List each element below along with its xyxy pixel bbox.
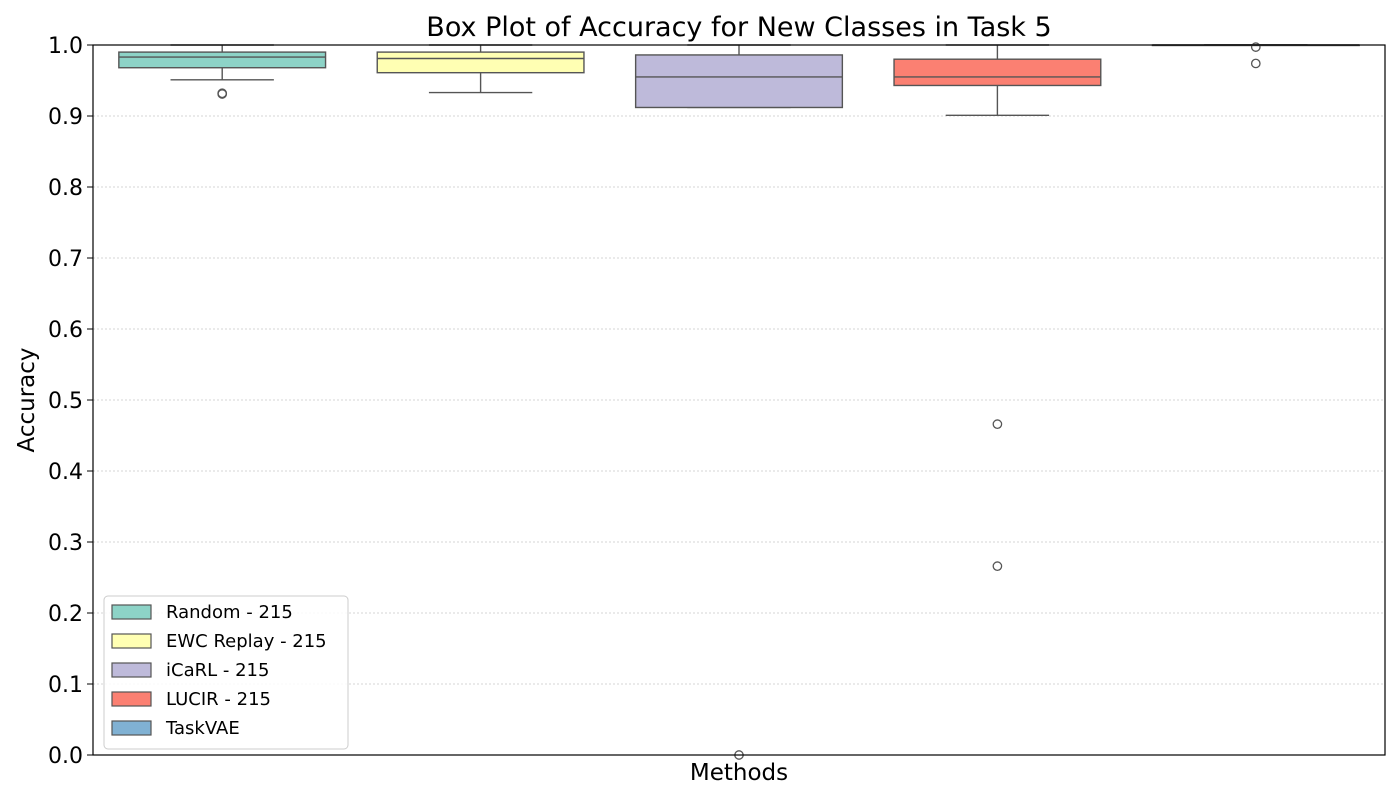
y-tick-label: 0.4 [48,460,83,485]
legend-label: Random - 215 [166,602,293,623]
y-tick-label: 0.0 [48,744,83,769]
legend: Random - 215 EWC Replay - 215 iCaRL - 215 L… [103,595,349,750]
legend-label: iCaRL - 215 [166,660,269,681]
box-group [893,44,1102,571]
legend-swatch [111,604,152,620]
grid-layer [93,44,1385,756]
y-tick-label: 0.8 [48,176,83,201]
box-group [118,44,327,99]
outlier-point [992,419,1003,429]
legend-swatch [111,691,152,707]
chart-title: Box Plot of Accuracy for New Classes in … [426,12,1051,43]
x-axis-label: Methods [690,760,788,786]
box-iqr [376,51,585,74]
box-iqr [893,58,1102,87]
legend-label: LUCIR - 215 [166,689,271,710]
y-tick-label: 0.7 [48,247,83,272]
legend-swatch [111,662,152,678]
y-axis-label: Accuracy [14,347,40,452]
legend-swatch [111,633,152,649]
y-axis-ticks: 0.0 0.1 0.2 0.3 0.4 0.5 0.6 0.7 0.8 0.9 1.0 [48,34,93,769]
box-group [1151,42,1360,69]
y-tick-label: 0.3 [48,531,83,556]
box-iqr [634,54,844,109]
box-group [376,44,585,94]
y-tick-label: 0.1 [48,673,83,698]
outlier-point [1250,58,1261,69]
plot-frame [92,44,1386,756]
outlier-point [1250,42,1261,52]
y-tick-label: 0.6 [48,318,83,343]
box-group [634,44,844,760]
box-iqr [118,51,327,69]
legend-frame [103,595,349,750]
outlier-point [217,89,228,99]
legend-label: EWC Replay - 215 [166,631,327,652]
y-tick-label: 0.2 [48,602,83,627]
legend-swatch [111,720,152,736]
y-tick-label: 1.0 [48,34,83,59]
legend-label: TaskVAE [165,718,240,739]
outlier-point [992,561,1003,571]
y-tick-label: 0.9 [48,105,83,130]
y-tick-label: 0.5 [48,389,83,414]
box-layer [118,42,1360,760]
